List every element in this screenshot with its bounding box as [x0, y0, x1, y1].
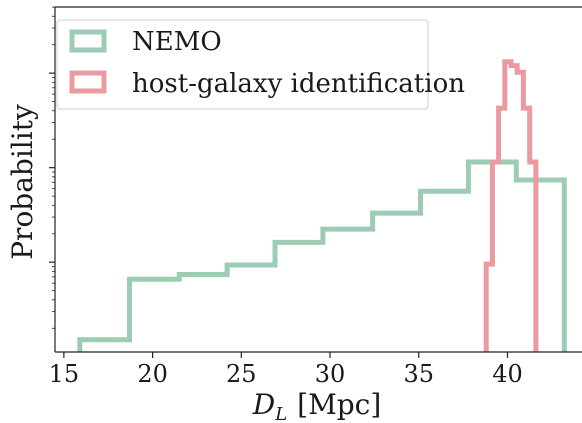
legend: NEMO host-galaxy identification — [56, 19, 465, 110]
x-tick-label: 20 — [137, 360, 168, 388]
x-tick-label: 40 — [492, 360, 523, 388]
x-tick-label: 35 — [403, 360, 434, 388]
x-tick-label: 15 — [49, 360, 80, 388]
plot-area — [77, 59, 567, 352]
y-axis-title: Probability — [6, 104, 39, 260]
x-tick-label: 25 — [226, 360, 257, 388]
legend-swatch-host-galaxy — [69, 70, 107, 94]
legend-label-nemo: NEMO — [132, 27, 222, 57]
legend-label-host-galaxy: host-galaxy identification — [132, 69, 465, 99]
legend-swatch-nemo — [69, 29, 107, 53]
x-tick-label: 30 — [315, 360, 346, 388]
legend-frame — [56, 19, 429, 110]
x-axis-title: DL [Mpc] — [252, 388, 382, 423]
series-line-host-galaxy-identification — [483, 59, 539, 352]
axes: 15 20 25 30 35 40 — [49, 6, 582, 388]
